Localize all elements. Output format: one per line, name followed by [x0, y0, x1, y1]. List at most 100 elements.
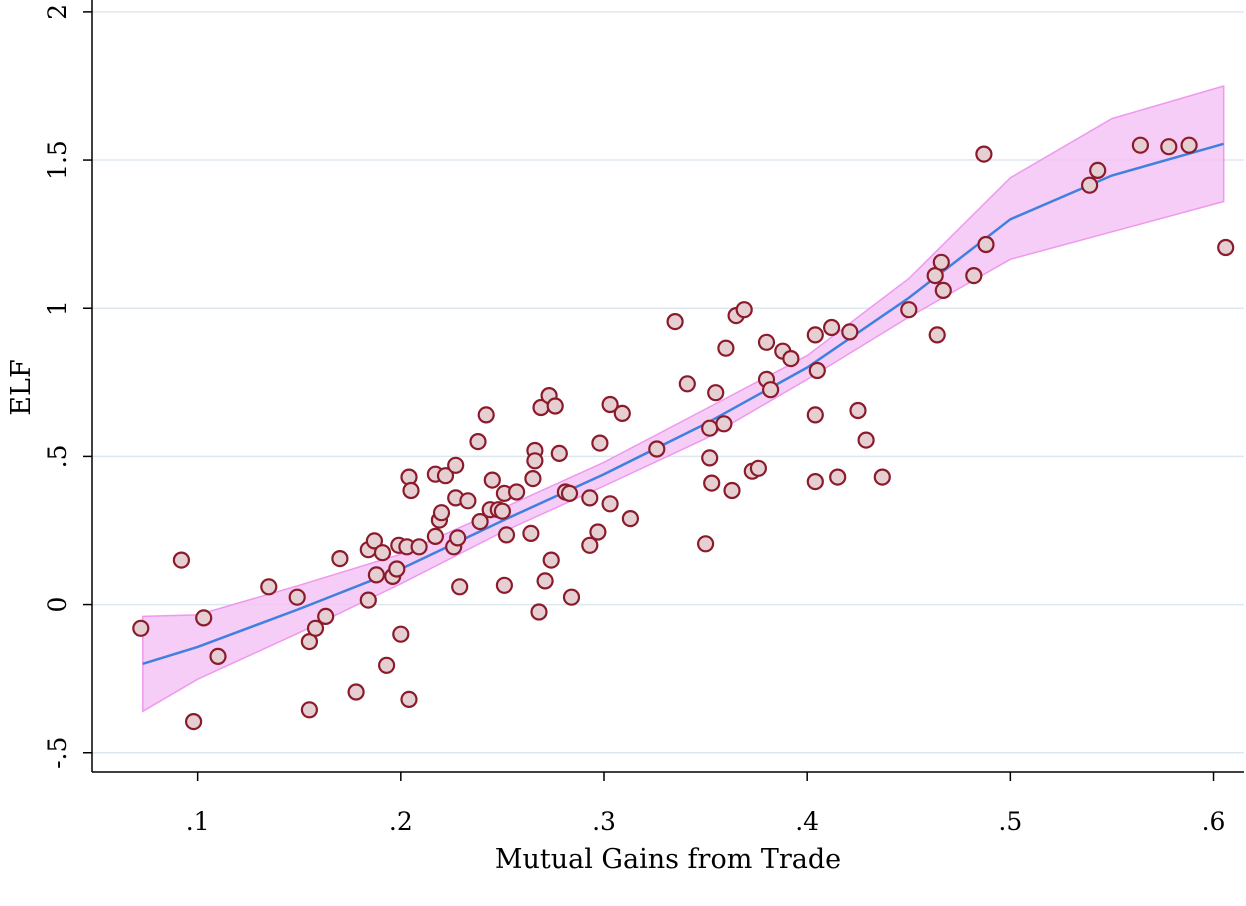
scatter-point-22 — [392, 625, 410, 643]
scatter-point-109 — [977, 235, 995, 254]
y-tick-label-1: 0 — [43, 597, 72, 613]
scatter-point-68 — [601, 395, 619, 414]
scatter-point-86 — [749, 459, 768, 477]
scatter-point-71 — [621, 509, 640, 528]
scatter-point-54 — [530, 603, 548, 621]
scatter-point-2 — [185, 712, 203, 731]
scatter-point-25 — [400, 690, 418, 709]
scatter-point-37 — [451, 578, 469, 596]
scatter-point-112 — [1131, 136, 1150, 154]
scatter-point-15 — [365, 532, 383, 550]
scatter-point-100 — [857, 431, 875, 449]
scatter-point-67 — [591, 434, 609, 452]
scatter-point-72 — [648, 440, 666, 458]
y-tick-label-5: 2 — [43, 4, 72, 20]
scatter-point-50 — [522, 524, 540, 543]
scatter-point-102 — [900, 301, 918, 319]
scatter-point-4 — [209, 647, 227, 666]
scatter-point-32 — [436, 467, 455, 485]
scatter-point-9 — [306, 619, 325, 637]
scatter-point-96 — [822, 318, 841, 337]
scatter-point-69 — [601, 495, 619, 513]
scatter-point-105 — [932, 253, 950, 271]
scatter-point-20 — [388, 560, 406, 578]
scatter-point-107 — [965, 267, 983, 285]
x-tick-label-5: .6 — [1202, 807, 1226, 836]
scatter-point-95 — [808, 361, 826, 380]
scatter-point-80 — [715, 415, 733, 433]
scatter-point-58 — [542, 551, 560, 569]
scatter-point-79 — [707, 384, 725, 402]
y-tick-label-3: 1 — [43, 300, 72, 316]
y-axis-title: ELF — [6, 359, 37, 415]
scatter-point-65 — [581, 536, 599, 554]
scatter-point-27 — [410, 538, 428, 556]
y-tick-label-4: 1.5 — [43, 140, 72, 180]
scatter-point-84 — [735, 301, 753, 319]
scatter-point-6 — [288, 588, 306, 606]
scatter-point-59 — [546, 397, 564, 415]
scatter-point-41 — [477, 406, 495, 424]
scatter-point-40 — [471, 512, 489, 531]
scatter-point-106 — [934, 281, 952, 299]
scatter-point-16 — [367, 566, 385, 584]
scatter-point-13 — [359, 591, 377, 609]
scatter-point-93 — [806, 406, 824, 424]
scatter-point-64 — [581, 489, 599, 507]
scatter-point-98 — [841, 323, 859, 341]
scatter-point-108 — [975, 145, 993, 163]
scatter-point-87 — [757, 333, 776, 351]
scatter-point-74 — [678, 375, 696, 393]
scatter-point-48 — [497, 526, 516, 544]
scatter-point-115 — [1217, 238, 1235, 257]
scatter-point-114 — [1180, 136, 1198, 154]
scatter-point-17 — [373, 544, 392, 562]
scatter-point-12 — [347, 683, 365, 701]
scatter-point-39 — [469, 433, 487, 451]
x-tick-label-4: .5 — [998, 807, 1022, 836]
scatter-point-73 — [666, 313, 684, 331]
scatter-point-62 — [560, 484, 579, 502]
scatter-point-94 — [806, 473, 824, 491]
scatter-point-10 — [317, 607, 335, 626]
scatter-point-75 — [696, 535, 715, 553]
scatter-point-49 — [507, 483, 526, 501]
scatter-point-111 — [1089, 161, 1107, 179]
x-tick-label-2: .3 — [592, 807, 616, 836]
scatter-point-78 — [703, 474, 721, 492]
scatter-point-3 — [195, 609, 213, 627]
scatter-point-43 — [483, 471, 501, 489]
scatter-point-97 — [829, 468, 847, 486]
scatter-point-81 — [717, 339, 735, 357]
scatter-point-77 — [701, 449, 719, 467]
scatter-point-36 — [449, 529, 467, 547]
x-tick-label-3: .4 — [795, 807, 819, 836]
scatter-point-11 — [331, 549, 349, 568]
scatter-point-47 — [495, 576, 513, 594]
data-points — [132, 136, 1235, 731]
scatter-point-92 — [806, 326, 824, 344]
scatter-point-0 — [132, 619, 150, 637]
scatter-point-101 — [873, 468, 891, 486]
y-tick-label-2: .5 — [43, 444, 72, 468]
scatter-point-53 — [526, 452, 544, 470]
x-tick-label-1: .2 — [389, 807, 413, 836]
scatter-point-63 — [562, 588, 581, 606]
scatter-point-38 — [459, 492, 477, 510]
scatter-point-91 — [782, 350, 800, 368]
scatter-point-8 — [300, 701, 318, 719]
tick-labels: .1 .2 .3 .4 .5 .6 -.5 0 .5 1 1.5 2 — [43, 4, 1225, 836]
scatter-point-5 — [260, 578, 278, 596]
scatter-point-113 — [1160, 138, 1178, 156]
scatter-point-45 — [493, 502, 511, 520]
scatter-point-1 — [172, 551, 190, 569]
ci-band — [142, 85, 1225, 713]
confidence-band — [142, 85, 1225, 713]
scatter-point-31 — [432, 504, 451, 522]
scatter-point-82 — [723, 481, 741, 500]
scatter-point-18 — [378, 656, 396, 674]
x-tick-label-0: .1 — [186, 807, 210, 836]
scatter-point-56 — [536, 572, 554, 590]
scatter-point-104 — [928, 326, 946, 344]
